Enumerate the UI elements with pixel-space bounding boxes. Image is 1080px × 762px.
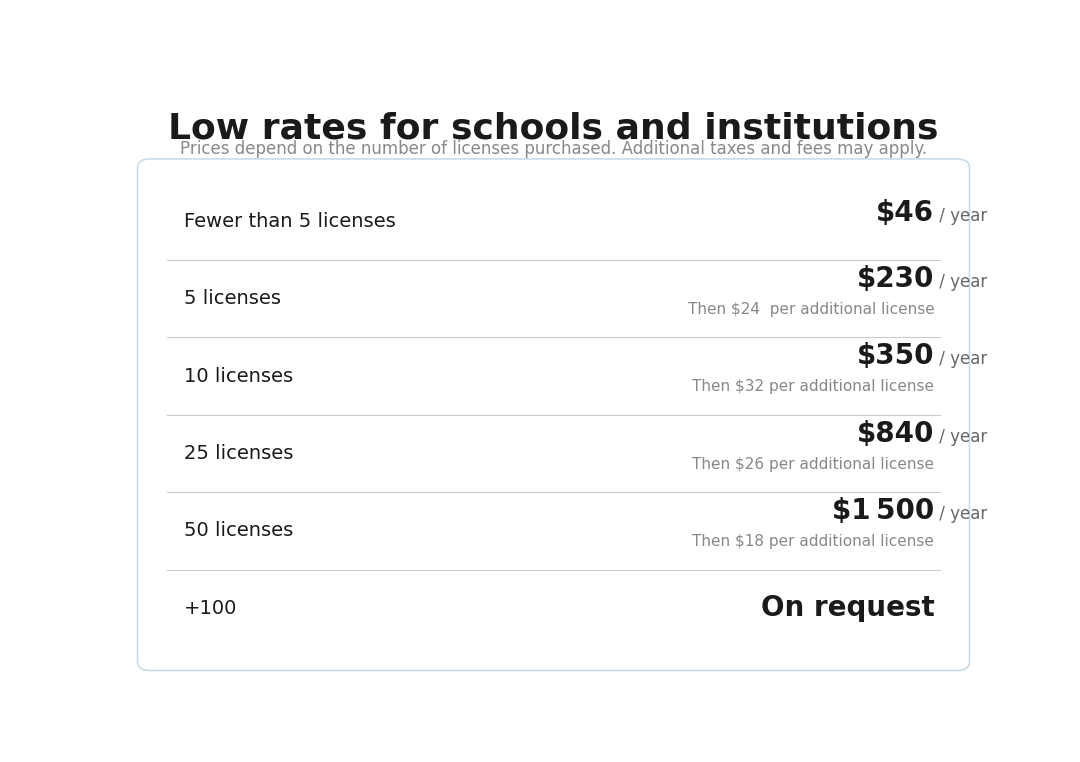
Text: 50 licenses: 50 licenses: [184, 521, 293, 540]
Text: $840: $840: [856, 420, 934, 448]
Text: Then $32 per additional license: Then $32 per additional license: [692, 379, 934, 394]
Text: / year: / year: [934, 351, 987, 368]
Text: $350: $350: [856, 342, 934, 370]
Text: / year: / year: [934, 505, 987, 523]
Text: Fewer than 5 licenses: Fewer than 5 licenses: [184, 212, 395, 231]
Text: Prices depend on the number of licenses purchased. Additional taxes and fees may: Prices depend on the number of licenses …: [180, 139, 927, 158]
Text: Then $18 per additional license: Then $18 per additional license: [692, 534, 934, 549]
Text: 5 licenses: 5 licenses: [184, 289, 281, 308]
Text: Then $26 per additional license: Then $26 per additional license: [692, 456, 934, 472]
Text: / year: / year: [934, 207, 987, 225]
Text: $230: $230: [856, 265, 934, 293]
Text: On request: On request: [760, 594, 934, 623]
FancyBboxPatch shape: [137, 159, 970, 671]
Text: +100: +100: [184, 599, 237, 618]
Text: Then $24  per additional license: Then $24 per additional license: [688, 302, 934, 317]
Text: 25 licenses: 25 licenses: [184, 444, 293, 463]
Text: Low rates for schools and institutions: Low rates for schools and institutions: [168, 112, 939, 146]
Text: / year: / year: [934, 427, 987, 446]
Text: / year: / year: [934, 273, 987, 291]
Text: 10 licenses: 10 licenses: [184, 367, 293, 386]
Text: $46: $46: [876, 199, 934, 227]
Text: $1 500: $1 500: [832, 497, 934, 525]
